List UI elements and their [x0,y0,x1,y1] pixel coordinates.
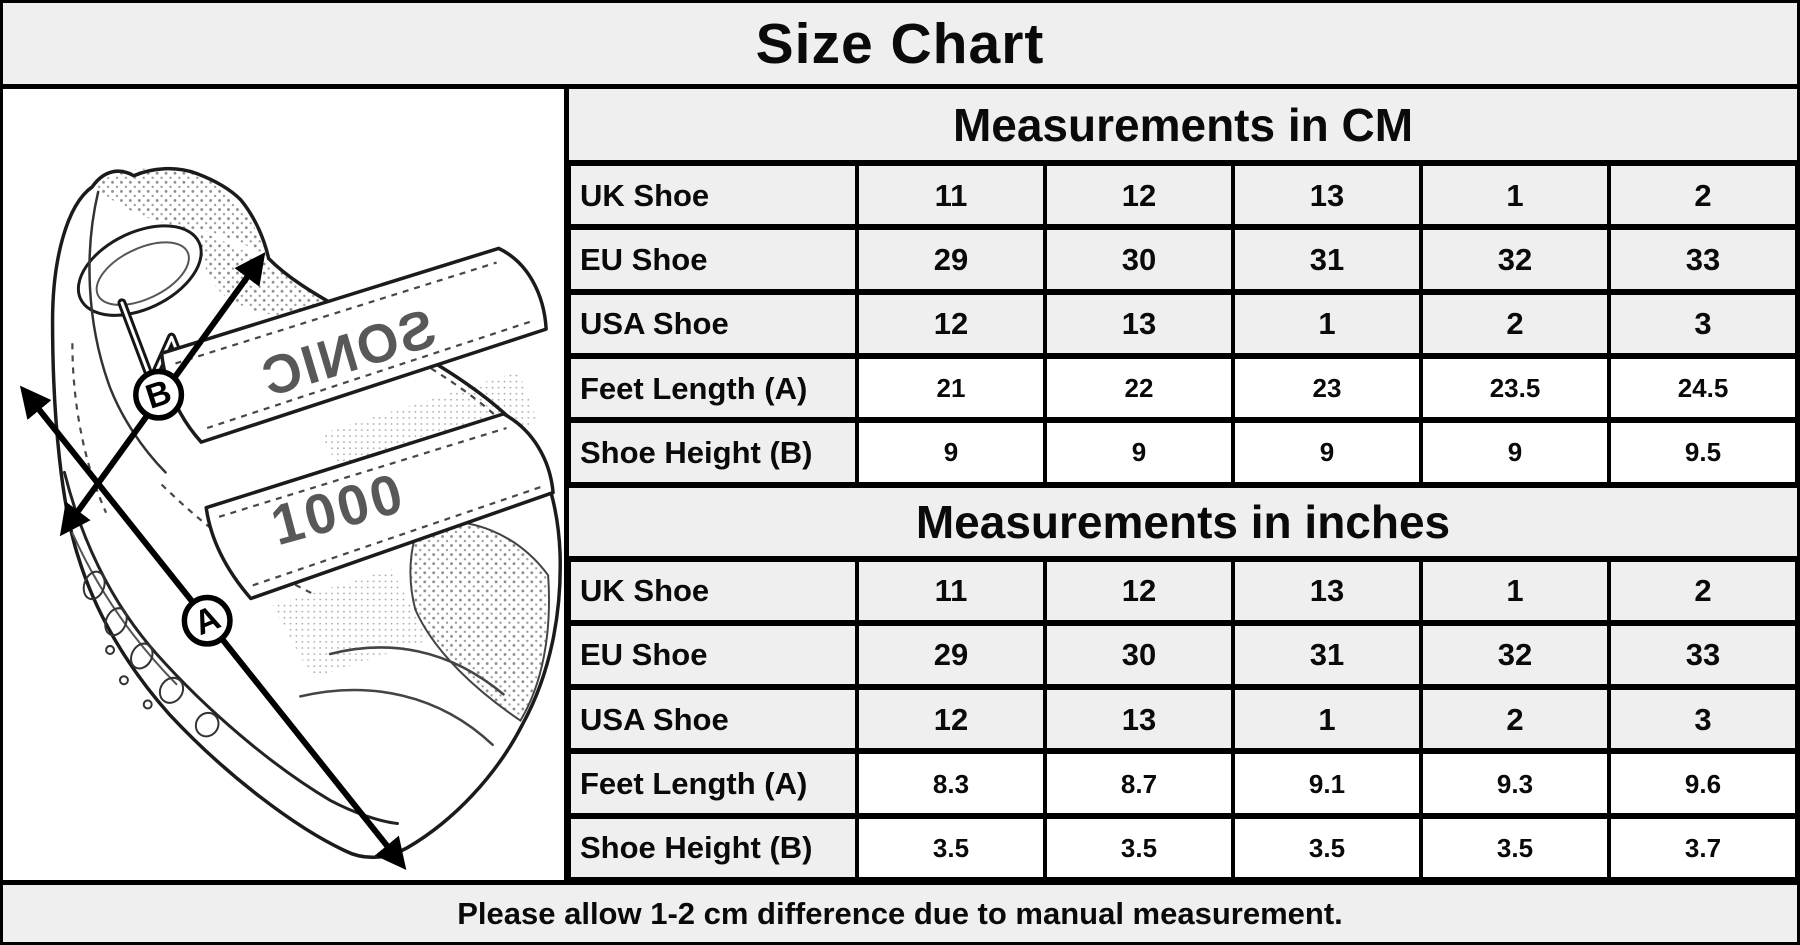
size-tables: Measurements in CM UK Shoe 11 12 13 1 2 … [569,89,1797,880]
inches-table: UK Shoe 11 12 13 1 2 EU Shoe 29 30 31 32… [569,558,1797,880]
value-cell: 1 [1233,687,1421,752]
inches-section-title: Measurements in inches [569,484,1797,559]
shoe-diagram-panel: SONIC 1000 [3,89,569,880]
value-cell: 8.7 [1045,751,1233,816]
value-cell: 3.5 [857,815,1045,880]
value-cell: 12 [1045,163,1233,228]
value-cell: 9.5 [1609,420,1797,485]
value-cell: 9 [1045,420,1233,485]
value-cell: 23.5 [1421,355,1609,421]
value-cell: 1 [1421,163,1609,228]
cm-section: Measurements in CM UK Shoe 11 12 13 1 2 … [569,89,1797,485]
row-label: UK Shoe [569,558,857,623]
value-cell: 22 [1045,355,1233,421]
value-cell: 3.5 [1421,815,1609,880]
value-cell: 12 [1045,558,1233,623]
row-label: Shoe Height (B) [569,420,857,485]
row-label: USA Shoe [569,291,857,356]
value-cell: 12 [857,291,1045,356]
row-label: Feet Length (A) [569,355,857,421]
value-cell: 2 [1421,291,1609,356]
value-cell: 3 [1609,291,1797,356]
value-cell: 9 [1421,420,1609,485]
page-title: Size Chart [3,3,1797,89]
value-cell: 9.6 [1609,751,1797,816]
value-cell: 21 [857,355,1045,421]
value-cell: 3.5 [1045,815,1233,880]
value-cell: 9 [1233,420,1421,485]
value-cell: 9.1 [1233,751,1421,816]
value-cell: 13 [1233,163,1421,228]
value-cell: 11 [857,558,1045,623]
value-cell: 13 [1233,558,1421,623]
value-cell: 33 [1609,622,1797,688]
value-cell: 30 [1045,622,1233,688]
value-cell: 31 [1233,227,1421,292]
value-cell: 13 [1045,291,1233,356]
value-cell: 3.7 [1609,815,1797,880]
value-cell: 2 [1609,163,1797,228]
row-label: Feet Length (A) [569,751,857,816]
row-label: Shoe Height (B) [569,815,857,880]
value-cell: 11 [857,163,1045,228]
value-cell: 12 [857,687,1045,752]
value-cell: 9 [857,420,1045,485]
label-b-badge: B [133,368,185,421]
value-cell: 13 [1045,687,1233,752]
row-label: UK Shoe [569,163,857,228]
row-label: USA Shoe [569,687,857,752]
value-cell: 32 [1421,622,1609,688]
value-cell: 33 [1609,227,1797,292]
value-cell: 30 [1045,227,1233,292]
content-area: SONIC 1000 [3,89,1797,880]
shoe-illustration: SONIC 1000 [19,166,562,870]
value-cell: 32 [1421,227,1609,292]
measurement-disclaimer: Please allow 1-2 cm difference due to ma… [3,880,1797,942]
cm-table: UK Shoe 11 12 13 1 2 EU Shoe 29 30 31 32… [569,163,1797,485]
sole-tread [82,570,220,738]
value-cell: 1 [1233,291,1421,356]
label-a-badge: A [181,594,233,647]
value-cell: 8.3 [857,751,1045,816]
value-cell: 31 [1233,622,1421,688]
value-cell: 9.3 [1421,751,1609,816]
value-cell: 3.5 [1233,815,1421,880]
inches-section: Measurements in inches UK Shoe 11 12 13 … [569,484,1797,880]
value-cell: 24.5 [1609,355,1797,421]
value-cell: 29 [857,227,1045,292]
value-cell: 1 [1421,558,1609,623]
cm-section-title: Measurements in CM [569,89,1797,163]
value-cell: 23 [1233,355,1421,421]
row-label: EU Shoe [569,227,857,292]
value-cell: 2 [1421,687,1609,752]
row-label: EU Shoe [569,622,857,688]
value-cell: 29 [857,622,1045,688]
value-cell: 3 [1609,687,1797,752]
value-cell: 2 [1609,558,1797,623]
